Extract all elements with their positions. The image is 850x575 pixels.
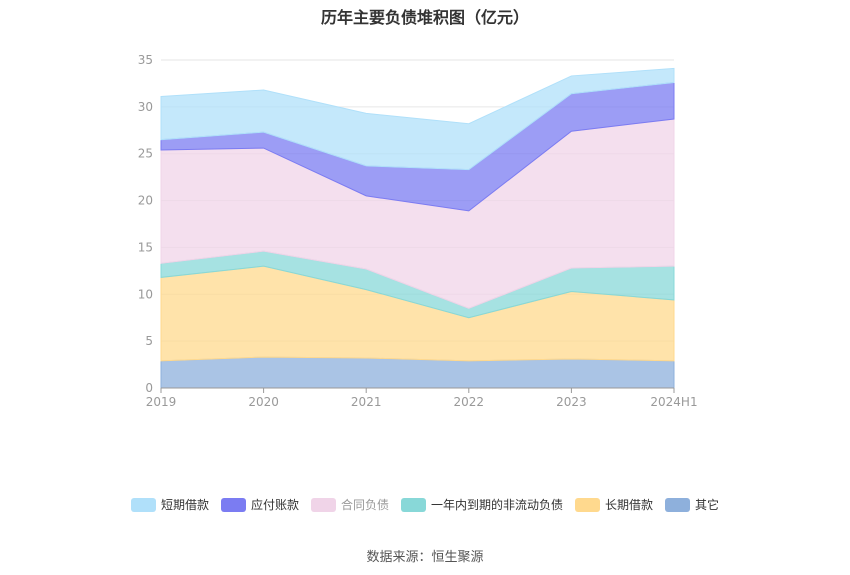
legend-item-0[interactable]: 其它 bbox=[665, 496, 719, 513]
legend-label: 应付账款 bbox=[250, 498, 299, 512]
y-tick-label: 35 bbox=[138, 53, 153, 67]
legend-label: 长期借款 bbox=[605, 498, 654, 512]
legend-label: 一年内到期的非流动负债 bbox=[431, 498, 564, 512]
y-tick-label: 15 bbox=[138, 240, 153, 254]
legend-swatch bbox=[220, 497, 246, 512]
legend-item-5[interactable]: 短期借款 bbox=[130, 496, 209, 513]
legend: 短期借款 应付账款 合同负债 一年内到期的非流动负债 长期借款 其它 bbox=[0, 496, 850, 513]
legend-item-4[interactable]: 应付账款 bbox=[220, 496, 299, 513]
legend-swatch bbox=[401, 497, 426, 512]
x-tick-label: 2024H1 bbox=[650, 395, 697, 409]
y-tick-label: 20 bbox=[138, 194, 153, 208]
y-tick-label: 30 bbox=[138, 100, 153, 114]
area-series-5[interactable] bbox=[160, 67, 675, 171]
axes: 0 5 10 15 20 25 30 35 2019 2020 2021 2022 2023 2024H1 bbox=[138, 53, 698, 409]
source-note: 数据来源：恒生聚源 bbox=[366, 550, 484, 565]
x-tick-label: 2020 bbox=[248, 395, 279, 409]
legend-swatch bbox=[130, 497, 156, 512]
y-tick-label: 5 bbox=[145, 334, 153, 348]
area-series-layer bbox=[160, 67, 675, 389]
legend-label: 短期借款 bbox=[160, 498, 209, 512]
x-tick-label: 2022 bbox=[454, 395, 485, 409]
x-tick-label: 2023 bbox=[556, 395, 587, 409]
area-series-0[interactable] bbox=[160, 356, 675, 389]
x-tick-label: 2019 bbox=[146, 395, 177, 409]
legend-swatch bbox=[575, 497, 601, 512]
legend-swatch bbox=[310, 497, 336, 512]
legend-item-3[interactable]: 合同负债 bbox=[310, 496, 389, 513]
x-tick-label: 2021 bbox=[351, 395, 382, 409]
legend-swatch bbox=[665, 497, 691, 512]
legend-item-1[interactable]: 长期借款 bbox=[575, 496, 653, 513]
legend-item-2[interactable]: 一年内到期的非流动负债 bbox=[401, 496, 563, 513]
legend-label: 合同负债 bbox=[340, 498, 389, 512]
legend-label: 其它 bbox=[695, 498, 720, 512]
chart-title: 历年主要负债堆积图（亿元） bbox=[320, 8, 529, 27]
y-tick-label: 0 bbox=[145, 381, 153, 395]
y-tick-label: 25 bbox=[138, 147, 153, 161]
y-tick-label: 10 bbox=[138, 287, 153, 301]
